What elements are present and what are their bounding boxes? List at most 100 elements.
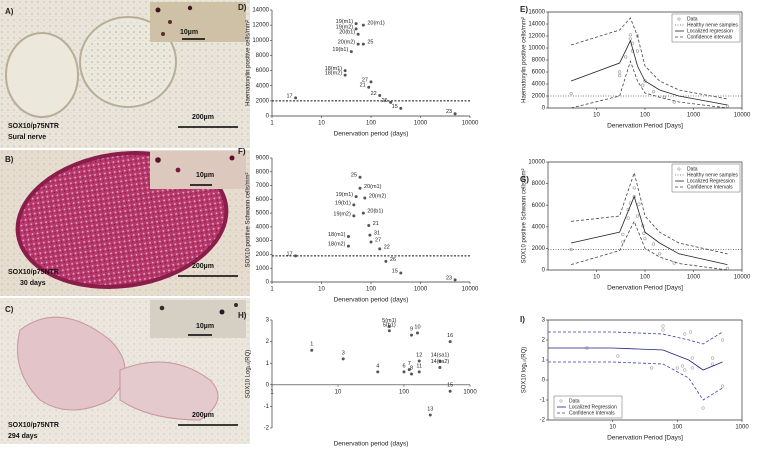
y-axis-title: SOX10 positive Schwann cells/mm² bbox=[522, 168, 528, 263]
panel-label: A) bbox=[5, 7, 14, 16]
image-panel-a: A) 10µm 200µm SOX10/p75NTR Sural nerve bbox=[0, 0, 250, 148]
x-tick-label: 1 bbox=[270, 287, 274, 293]
x-tick-label: 100 bbox=[640, 275, 651, 281]
data-point bbox=[448, 389, 452, 393]
point-label: 20(b1) bbox=[367, 209, 383, 215]
data-point bbox=[346, 235, 350, 239]
point-label: 12 bbox=[416, 352, 422, 358]
x-axis-title: Denervation period (days) bbox=[334, 131, 409, 138]
data-point bbox=[399, 106, 403, 110]
data-point bbox=[621, 232, 625, 236]
point-label: 21 bbox=[360, 83, 366, 89]
x-tick-label: 1 bbox=[270, 389, 274, 395]
data-point bbox=[349, 50, 353, 54]
x-tick-label: 100 bbox=[366, 287, 377, 293]
x-tick-label: 10000 bbox=[734, 113, 751, 119]
x-axis-title: Denervation Period [Days] bbox=[607, 435, 683, 442]
data-point bbox=[389, 100, 393, 104]
y-axis-title: SOX10 log₁₀(RQ) bbox=[522, 347, 528, 394]
data-point bbox=[453, 278, 457, 282]
y-tick-label: 7000 bbox=[256, 183, 270, 189]
data-point bbox=[363, 196, 367, 200]
legend-label: Confidence intervals bbox=[687, 34, 733, 40]
y-axis-title: Haematoxylin positive cells/mm² bbox=[522, 17, 528, 103]
y-tick-label: 9000 bbox=[256, 156, 270, 162]
y-tick-label: 2 bbox=[266, 339, 270, 345]
point-label: 22 bbox=[371, 91, 377, 97]
data-point bbox=[661, 324, 665, 328]
data-point bbox=[407, 368, 411, 372]
legend-box bbox=[671, 163, 741, 193]
point-label: 6 bbox=[402, 363, 405, 369]
data-point bbox=[438, 366, 442, 370]
y-tick-label: 4000 bbox=[256, 224, 270, 230]
inset-scale: 10µm bbox=[196, 172, 214, 179]
data-point bbox=[618, 70, 622, 74]
x-tick-label: 10000 bbox=[734, 275, 751, 281]
data-point bbox=[643, 79, 647, 83]
point-label: 13 bbox=[427, 406, 433, 412]
data-point bbox=[720, 338, 725, 342]
y-tick-label: 10000 bbox=[252, 38, 269, 44]
point-label: 15 bbox=[447, 383, 453, 389]
legend-label: Localized Regression bbox=[569, 404, 617, 410]
scale-label: 200µm bbox=[192, 114, 214, 121]
data-point bbox=[725, 266, 730, 270]
y-tick-label: 0 bbox=[542, 106, 546, 112]
data-point bbox=[438, 359, 442, 363]
point-label: 5(b1) bbox=[383, 322, 396, 328]
data-point bbox=[651, 90, 656, 94]
x-axis-title: Denervation Period [Days] bbox=[607, 285, 683, 292]
data-point bbox=[376, 370, 380, 374]
x-axis-title: Denervation period (days) bbox=[334, 441, 409, 448]
data-point bbox=[361, 42, 365, 46]
y-tick-label: 5000 bbox=[256, 211, 270, 217]
x-tick-label: 10 bbox=[593, 113, 600, 119]
data-point bbox=[378, 247, 382, 251]
data-point bbox=[356, 32, 360, 36]
data-point bbox=[343, 69, 347, 73]
x-tick-label: 1000 bbox=[414, 287, 428, 293]
x-tick-label: 10000 bbox=[462, 287, 479, 293]
legend-marker bbox=[559, 399, 563, 403]
panel-label: D) bbox=[238, 3, 247, 12]
series-line bbox=[571, 59, 728, 109]
y-tick-label: 14000 bbox=[528, 22, 545, 28]
x-tick-label: 10000 bbox=[462, 121, 479, 127]
point-label: 23 bbox=[446, 275, 452, 281]
data-point bbox=[310, 348, 314, 352]
series-line bbox=[570, 39, 728, 106]
data-point bbox=[417, 370, 421, 374]
data-point bbox=[358, 186, 362, 190]
data-point bbox=[688, 330, 693, 334]
point-label: 3 bbox=[342, 350, 345, 356]
data-point bbox=[343, 73, 347, 77]
y-tick-label: 4000 bbox=[256, 83, 270, 89]
data-point bbox=[626, 216, 630, 220]
series-line bbox=[570, 17, 728, 100]
panel-label: B) bbox=[5, 155, 14, 164]
y-tick-label: 2000 bbox=[256, 252, 270, 258]
legend-label: Healthy nerve samples bbox=[687, 172, 738, 178]
legend-marker bbox=[677, 167, 681, 171]
x-tick-label: 1 bbox=[270, 121, 274, 127]
data-point bbox=[417, 359, 421, 363]
data-point bbox=[569, 247, 573, 252]
y-tick-label: 0 bbox=[266, 114, 270, 120]
point-label: 31 bbox=[374, 231, 380, 237]
point-label: 8 bbox=[410, 365, 413, 371]
y-tick-label: 3 bbox=[266, 318, 270, 324]
data-point bbox=[387, 329, 391, 333]
point-label: 21 bbox=[373, 221, 379, 227]
y-tick-label: 4000 bbox=[532, 82, 546, 88]
data-point bbox=[569, 91, 573, 96]
x-tick-label: 100 bbox=[640, 113, 651, 119]
y-tick-label: 6000 bbox=[256, 68, 270, 74]
x-tick-label: 1000 bbox=[735, 425, 749, 431]
data-point bbox=[361, 211, 365, 215]
caption: Sural nerve bbox=[8, 134, 46, 141]
point-label: 20(m2) bbox=[369, 193, 387, 199]
point-label: 18(m2) bbox=[328, 242, 346, 248]
legend-label: Confidence Intervals bbox=[687, 184, 733, 190]
